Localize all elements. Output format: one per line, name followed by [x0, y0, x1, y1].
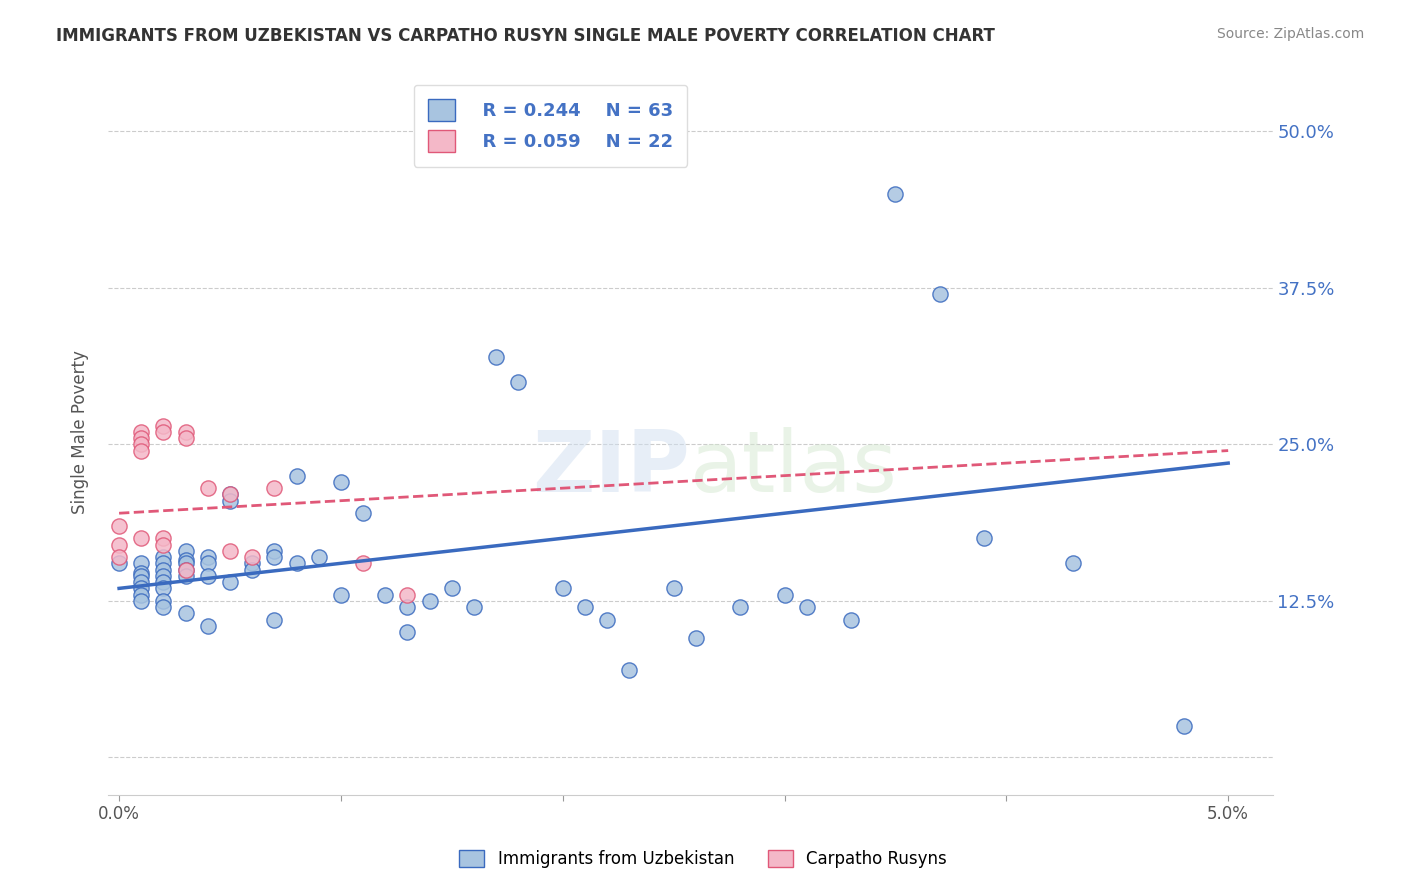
- Point: [152, 563, 174, 577]
- Point: [129, 557, 152, 571]
- Point: [108, 518, 131, 533]
- Point: [152, 537, 174, 551]
- Point: [219, 543, 242, 558]
- Point: [773, 588, 796, 602]
- Point: [352, 557, 374, 571]
- Point: [129, 531, 152, 545]
- Point: [219, 487, 242, 501]
- Point: [796, 600, 818, 615]
- Point: [129, 582, 152, 596]
- Point: [129, 594, 152, 608]
- Point: [508, 375, 530, 389]
- Point: [219, 487, 242, 501]
- Text: ZIP: ZIP: [533, 426, 690, 509]
- Text: atlas: atlas: [690, 426, 898, 509]
- Point: [263, 543, 285, 558]
- Point: [174, 431, 197, 445]
- Point: [839, 613, 862, 627]
- Point: [197, 557, 219, 571]
- Point: [596, 613, 619, 627]
- Point: [396, 600, 419, 615]
- Text: Source: ZipAtlas.com: Source: ZipAtlas.com: [1216, 27, 1364, 41]
- Point: [129, 425, 152, 439]
- Point: [240, 563, 263, 577]
- Point: [152, 600, 174, 615]
- Point: [396, 588, 419, 602]
- Point: [108, 557, 131, 571]
- Point: [152, 425, 174, 439]
- Point: [174, 607, 197, 621]
- Text: IMMIGRANTS FROM UZBEKISTAN VS CARPATHO RUSYN SINGLE MALE POVERTY CORRELATION CHA: IMMIGRANTS FROM UZBEKISTAN VS CARPATHO R…: [56, 27, 995, 45]
- Point: [728, 600, 751, 615]
- Point: [440, 582, 463, 596]
- Point: [551, 582, 574, 596]
- Point: [374, 588, 396, 602]
- Point: [285, 557, 308, 571]
- Point: [129, 437, 152, 451]
- Point: [308, 550, 330, 565]
- Point: [219, 575, 242, 590]
- Point: [152, 531, 174, 545]
- Point: [973, 531, 995, 545]
- Point: [463, 600, 485, 615]
- Point: [108, 537, 131, 551]
- Y-axis label: Single Male Poverty: Single Male Poverty: [72, 350, 89, 514]
- Point: [174, 557, 197, 571]
- Point: [174, 563, 197, 577]
- Point: [197, 569, 219, 583]
- Point: [174, 569, 197, 583]
- Point: [263, 613, 285, 627]
- Point: [174, 563, 197, 577]
- Point: [928, 287, 950, 301]
- Legend:   R = 0.244    N = 63,   R = 0.059    N = 22: R = 0.244 N = 63, R = 0.059 N = 22: [413, 85, 688, 167]
- Point: [884, 186, 907, 201]
- Point: [152, 594, 174, 608]
- Point: [197, 550, 219, 565]
- Point: [129, 575, 152, 590]
- Point: [129, 431, 152, 445]
- Point: [662, 582, 685, 596]
- Point: [129, 588, 152, 602]
- Point: [240, 557, 263, 571]
- Point: [152, 550, 174, 565]
- Point: [129, 569, 152, 583]
- Point: [197, 481, 219, 495]
- Point: [129, 443, 152, 458]
- Point: [174, 543, 197, 558]
- Point: [108, 550, 131, 565]
- Point: [285, 468, 308, 483]
- Point: [396, 625, 419, 640]
- Point: [485, 350, 508, 364]
- Point: [574, 600, 596, 615]
- Legend: Immigrants from Uzbekistan, Carpatho Rusyns: Immigrants from Uzbekistan, Carpatho Rus…: [453, 843, 953, 875]
- Point: [263, 550, 285, 565]
- Point: [152, 418, 174, 433]
- Point: [352, 506, 374, 520]
- Point: [152, 569, 174, 583]
- Point: [1173, 719, 1195, 733]
- Point: [152, 557, 174, 571]
- Point: [152, 582, 174, 596]
- Point: [240, 550, 263, 565]
- Point: [152, 575, 174, 590]
- Point: [619, 663, 641, 677]
- Point: [1062, 557, 1084, 571]
- Point: [197, 619, 219, 633]
- Point: [329, 475, 352, 489]
- Point: [174, 552, 197, 566]
- Point: [129, 566, 152, 581]
- Point: [419, 594, 441, 608]
- Point: [174, 425, 197, 439]
- Point: [329, 588, 352, 602]
- Point: [219, 493, 242, 508]
- Point: [685, 632, 707, 646]
- Point: [263, 481, 285, 495]
